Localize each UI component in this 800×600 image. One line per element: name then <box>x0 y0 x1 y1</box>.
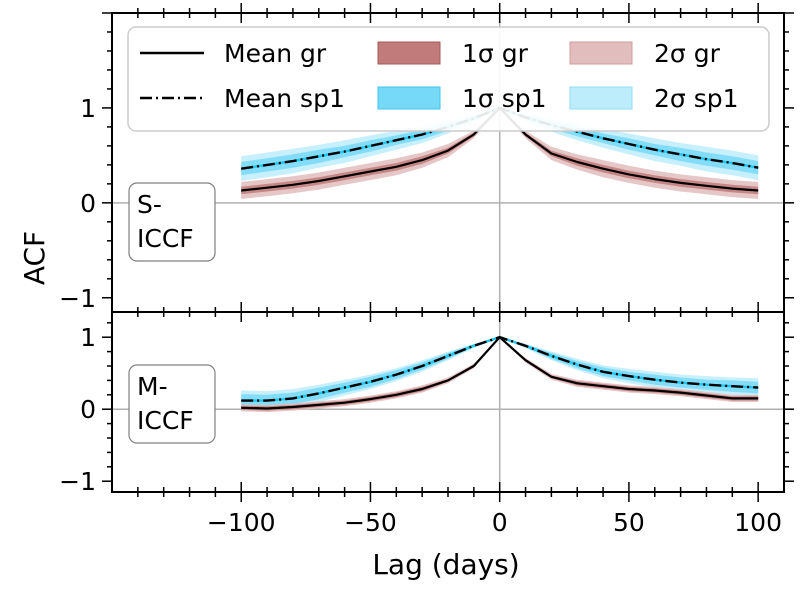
y-tick-label: 1 <box>80 94 96 123</box>
panel-top-label-line2: ICCF <box>137 224 194 253</box>
band-1sigma-gr <box>241 107 759 195</box>
y-tick-label: −1 <box>59 467 96 496</box>
y-tick-labels-top: −1 0 1 <box>59 94 96 313</box>
panel-bottom-ticks <box>102 312 794 502</box>
legend-label-1sigma-sp1: 1σ sp1 <box>462 84 547 113</box>
legend-label-mean-gr: Mean gr <box>224 39 327 68</box>
band-2sigma-gr <box>241 337 759 413</box>
legend-swatch-1sigma-sp1 <box>377 86 441 110</box>
panel-bottom-label-line2: ICCF <box>137 406 194 435</box>
legend-label-2sigma-sp1: 2σ sp1 <box>654 84 739 113</box>
legend-label-1sigma-gr: 1σ gr <box>462 39 529 68</box>
panel-bottom-label: M- ICCF <box>128 364 216 444</box>
panel-top-ticks <box>102 3 794 312</box>
line-mean-sp1 <box>241 335 759 402</box>
y-tick-label: −1 <box>59 284 96 313</box>
y-tick-label: 1 <box>80 323 96 352</box>
x-axis-title: Lag (days) <box>372 548 519 581</box>
y-tick-labels-bottom: −1 0 1 <box>59 323 96 496</box>
y-axis-title: ACF <box>18 231 51 285</box>
y-tick-label: 0 <box>80 395 96 424</box>
panel-bottom-label-box <box>128 364 216 444</box>
panel-bottom: M- ICCF <box>102 311 794 502</box>
legend: Mean gr Mean sp1 1σ gr 1σ sp1 2σ gr 2σ s… <box>127 26 770 132</box>
panel-bottom-gridlines <box>112 312 784 492</box>
x-tick-label: 50 <box>613 508 645 537</box>
x-tick-label: −50 <box>344 508 397 537</box>
x-tick-label: 0 <box>492 508 508 537</box>
panel-top-bands <box>241 107 759 199</box>
panel-top-label-line1: S- <box>137 190 162 219</box>
legend-swatch-2sigma-sp1 <box>569 86 633 110</box>
y-tick-label: 0 <box>80 189 96 218</box>
legend-label-2sigma-gr: 2σ gr <box>654 39 721 68</box>
band-1sigma-sp1 <box>241 337 759 407</box>
panel-top-label-box <box>128 182 216 262</box>
legend-swatch-1sigma-gr <box>377 41 441 65</box>
legend-swatch-2sigma-gr <box>569 41 633 65</box>
panel-top: Mean gr Mean sp1 1σ gr 1σ sp1 2σ gr 2σ s… <box>102 3 794 313</box>
x-tick-labels: −100 −50 0 50 100 <box>207 508 782 537</box>
x-tick-label: 100 <box>734 508 782 537</box>
panel-bottom-bands <box>241 337 759 413</box>
panel-bottom-label-line1: M- <box>137 372 168 401</box>
legend-label-mean-sp1: Mean sp1 <box>224 84 345 113</box>
x-tick-label: −100 <box>207 508 276 537</box>
panel-bottom-lines <box>241 335 759 410</box>
panel-top-label: S- ICCF <box>128 182 216 262</box>
